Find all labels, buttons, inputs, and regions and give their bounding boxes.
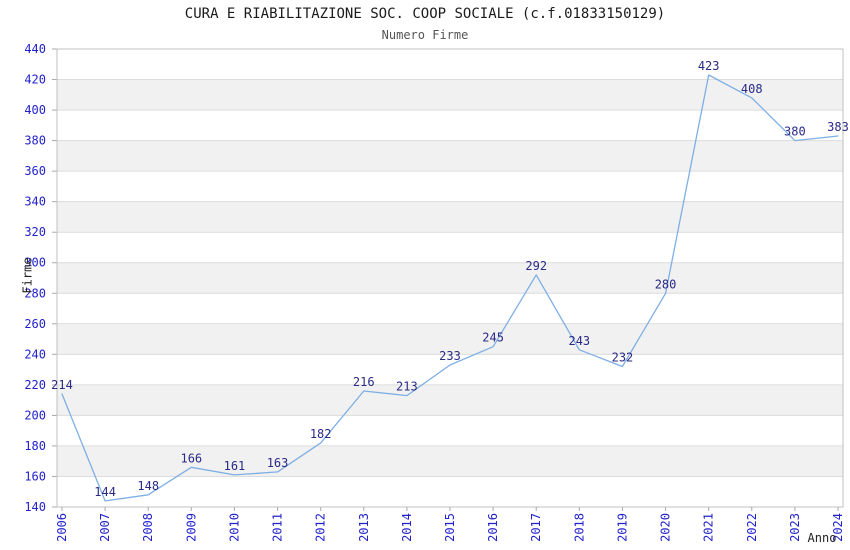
data-point-label: 161	[224, 459, 246, 473]
data-point-label: 166	[180, 451, 202, 465]
x-tick-label: 2024	[831, 513, 845, 542]
data-point-label: 243	[568, 334, 590, 348]
chart-subtitle: Numero Firme	[381, 28, 469, 42]
x-tick-label: 2015	[443, 513, 457, 542]
y-tick-label: 200	[24, 408, 46, 422]
y-tick-label: 400	[24, 103, 46, 117]
data-point-label: 245	[482, 331, 504, 345]
plot-band	[57, 445, 843, 477]
x-tick-label: 2021	[702, 513, 716, 542]
y-axis-title: Firme	[20, 257, 35, 294]
data-point-label: 182	[310, 427, 332, 441]
y-tick-label: 420	[24, 73, 46, 87]
y-tick-label: 360	[24, 164, 46, 178]
y-tick-label: 440	[24, 42, 46, 56]
x-tick-label: 2013	[357, 513, 371, 542]
x-tick-label: 2022	[745, 513, 759, 542]
data-point-label: 232	[612, 351, 634, 365]
plot-band	[57, 140, 843, 172]
data-point-label: 408	[741, 82, 763, 96]
y-tick-label: 140	[24, 500, 46, 514]
y-tick-label: 300	[24, 256, 46, 270]
data-point-label: 280	[655, 277, 677, 291]
data-point-label: 292	[525, 259, 547, 273]
plot-band	[57, 262, 843, 294]
data-line	[61, 74, 839, 502]
chart-title: CURA E RIABILITAZIONE SOC. COOP SOCIALE …	[184, 6, 666, 22]
y-tick-label: 320	[24, 225, 46, 239]
y-tick-label: 220	[24, 378, 46, 392]
data-point-label: 216	[353, 375, 375, 389]
x-tick-label: 2011	[271, 513, 285, 542]
y-tick-label: 260	[24, 317, 46, 331]
data-point-label: 383	[827, 120, 849, 134]
x-tick-label: 2014	[400, 513, 414, 542]
data-point-label: 148	[137, 479, 159, 493]
x-tick-label: 2012	[314, 513, 328, 542]
x-tick-label: 2018	[572, 513, 586, 542]
x-tick-label: 2017	[529, 513, 543, 542]
plot-band	[57, 201, 843, 233]
plot-band	[57, 79, 843, 111]
x-tick-label: 2010	[227, 513, 241, 542]
x-tick-label: 2009	[184, 513, 198, 542]
data-point-label: 214	[51, 378, 73, 392]
data-point-label: 144	[94, 485, 116, 499]
x-tick-label: 2006	[55, 513, 69, 542]
y-tick-label: 240	[24, 347, 46, 361]
plot-band	[57, 384, 843, 416]
x-tick-label: 2019	[615, 513, 629, 542]
data-point-label: 423	[698, 59, 720, 73]
x-tick-label: 2007	[98, 513, 112, 542]
plot-band	[57, 323, 843, 355]
x-tick-label: 2008	[141, 513, 155, 542]
y-tick-label: 340	[24, 195, 46, 209]
x-tick-label: 2020	[659, 513, 673, 542]
y-tick-label: 280	[24, 286, 46, 300]
x-tick-label: 2016	[486, 513, 500, 542]
data-point-label: 213	[396, 380, 418, 394]
x-tick-label: 2023	[788, 513, 802, 542]
data-point-label: 380	[784, 125, 806, 139]
data-point-label: 163	[267, 456, 289, 470]
data-point-label: 233	[439, 349, 461, 363]
y-tick-label: 160	[24, 469, 46, 483]
y-tick-label: 180	[24, 439, 46, 453]
y-tick-label: 380	[24, 134, 46, 148]
x-axis-title: Anno	[807, 531, 837, 545]
